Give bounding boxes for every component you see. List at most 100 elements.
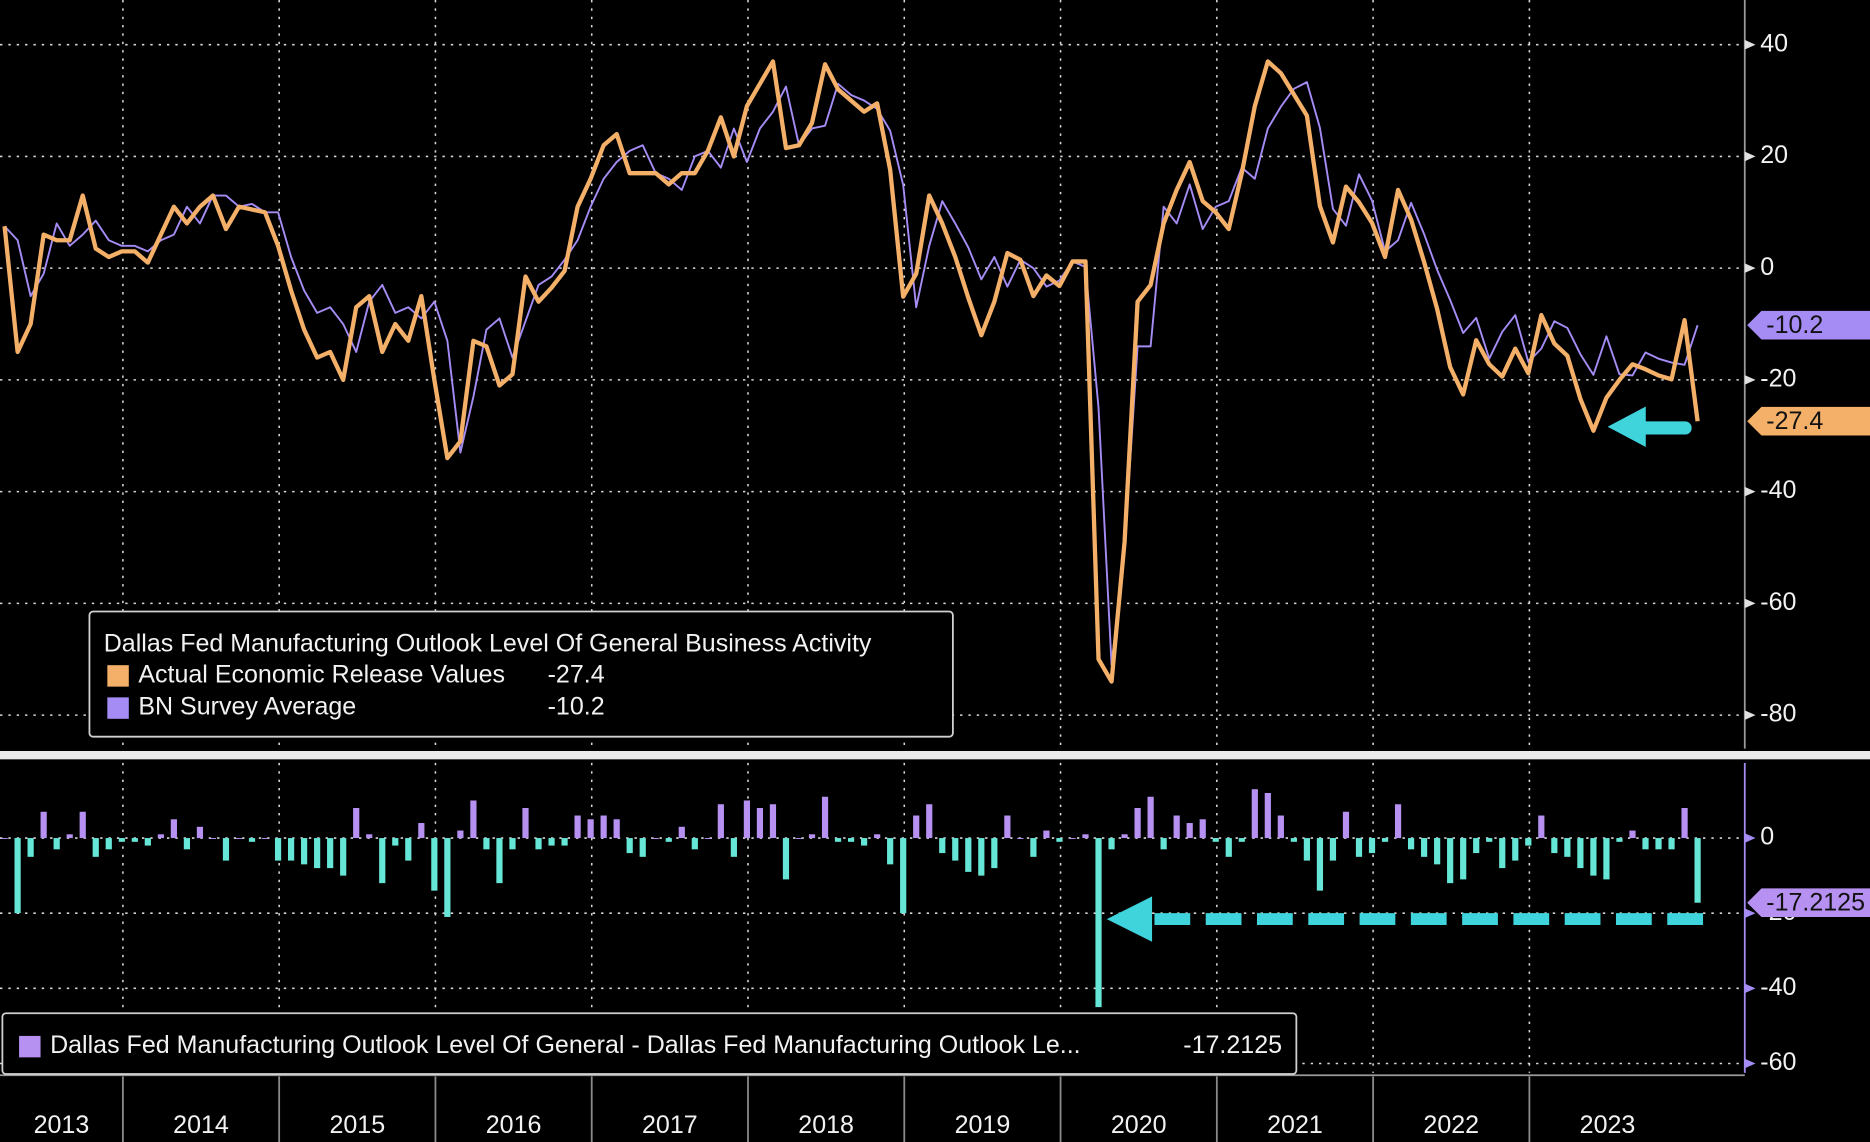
- bar: [1342, 811, 1350, 839]
- bar: [1134, 808, 1141, 839]
- x-tick-label: 2015: [329, 1111, 385, 1139]
- bar: [1694, 838, 1701, 903]
- y-tick: [1744, 833, 1756, 843]
- bar: [314, 838, 321, 869]
- bar: [991, 838, 998, 869]
- annotation-arrow: [1607, 406, 1692, 448]
- x-tick-label: 2020: [1111, 1111, 1167, 1139]
- bar: [1368, 838, 1376, 854]
- bar: [1407, 838, 1415, 850]
- bar: [1616, 838, 1623, 842]
- bar: [1199, 819, 1206, 839]
- bar: [821, 796, 829, 839]
- bar: [561, 838, 568, 846]
- bar: [118, 838, 125, 842]
- bar: [183, 838, 191, 850]
- y-tick: [1744, 486, 1756, 497]
- bar: [926, 804, 933, 839]
- y-tick-label: 40: [1760, 29, 1788, 57]
- bar: [1434, 838, 1441, 865]
- bar: [222, 838, 230, 861]
- bar: [652, 838, 659, 840]
- bar: [170, 819, 177, 839]
- bar: [405, 838, 412, 861]
- bar: [952, 838, 959, 861]
- y-tick: [1744, 908, 1756, 918]
- bar: [509, 838, 516, 850]
- bar: [131, 838, 138, 842]
- y-tick-label: -40: [1760, 973, 1796, 1001]
- x-tick-label: 2013: [34, 1111, 90, 1139]
- x-tick-label: 2021: [1267, 1111, 1323, 1139]
- bar: [483, 838, 490, 850]
- bar: [1, 838, 8, 840]
- bar: [327, 838, 334, 869]
- value-tag: [1747, 406, 1870, 436]
- bar: [1564, 838, 1571, 857]
- legend-value: -17.2125: [1183, 1031, 1282, 1059]
- bar: [691, 838, 698, 850]
- bar: [1056, 838, 1063, 842]
- bar: [418, 823, 425, 839]
- legend-swatch: [19, 1035, 41, 1058]
- bar: [626, 838, 633, 854]
- bar: [209, 838, 217, 840]
- y-tick: [1744, 598, 1756, 609]
- bar: [392, 838, 399, 846]
- legend: Dallas Fed Manufacturing Outlook Level O…: [1, 610, 1298, 1075]
- bar: [92, 838, 99, 857]
- bar: [535, 838, 542, 850]
- bar: [1160, 838, 1167, 850]
- bar: [1069, 838, 1076, 840]
- bar: [1108, 838, 1115, 850]
- bar: [1655, 838, 1662, 850]
- value-tag-label: -27.4: [1766, 407, 1823, 435]
- bar: [1421, 838, 1428, 857]
- y-tick-label: -80: [1760, 700, 1796, 728]
- bar: [1030, 838, 1037, 857]
- bar: [274, 838, 282, 861]
- bar: [1186, 823, 1193, 839]
- bar: [978, 838, 985, 876]
- x-tick-label: 2017: [642, 1111, 698, 1139]
- bar: [1121, 834, 1128, 839]
- bar: [639, 838, 646, 857]
- bar: [1447, 838, 1454, 884]
- bar: [861, 838, 868, 846]
- panel-separator: [0, 751, 1870, 760]
- bar: [1512, 838, 1519, 861]
- legend-box: [1, 1012, 1298, 1075]
- legend-title: Dallas Fed Manufacturing Outlook Level O…: [104, 630, 872, 658]
- bar: [144, 838, 151, 846]
- value-tag: [1747, 310, 1870, 340]
- legend-title: Dallas Fed Manufacturing Outlook Level O…: [50, 1031, 1081, 1059]
- bar: [157, 834, 164, 839]
- bar: [522, 808, 529, 839]
- bar: [965, 838, 972, 872]
- x-tick-label: 2018: [798, 1111, 854, 1139]
- bar: [1355, 838, 1363, 857]
- lines: [2, 59, 1700, 684]
- y-tick-label: -60: [1760, 588, 1796, 616]
- bar: [53, 838, 60, 850]
- bar: [301, 838, 308, 865]
- bar: [470, 800, 477, 839]
- bar: [1238, 838, 1245, 842]
- bar: [235, 838, 243, 840]
- bar: [1590, 838, 1597, 876]
- y-tick: [1744, 151, 1756, 162]
- bar: [1290, 838, 1297, 842]
- bar: [1551, 838, 1558, 854]
- bar: [196, 826, 204, 839]
- legend-box: [88, 610, 954, 738]
- bar: [743, 800, 751, 839]
- bar: [678, 826, 685, 839]
- bar: [574, 815, 581, 839]
- x-tick-label: 2023: [1580, 1111, 1636, 1139]
- bar: [847, 838, 855, 842]
- bar: [939, 838, 946, 854]
- bar: [340, 838, 347, 876]
- bar: [1525, 838, 1532, 846]
- line-series: [2, 59, 1700, 684]
- y-tick: [1744, 375, 1756, 385]
